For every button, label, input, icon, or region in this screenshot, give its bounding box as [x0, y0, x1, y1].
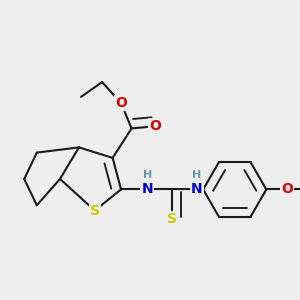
Text: O: O [281, 182, 293, 197]
Text: N: N [142, 182, 153, 197]
Text: S: S [90, 203, 100, 218]
Text: S: S [167, 212, 177, 226]
Text: O: O [115, 96, 127, 110]
Text: O: O [149, 119, 161, 133]
Text: H: H [192, 170, 202, 180]
Text: N: N [191, 182, 203, 197]
Text: H: H [143, 170, 152, 180]
